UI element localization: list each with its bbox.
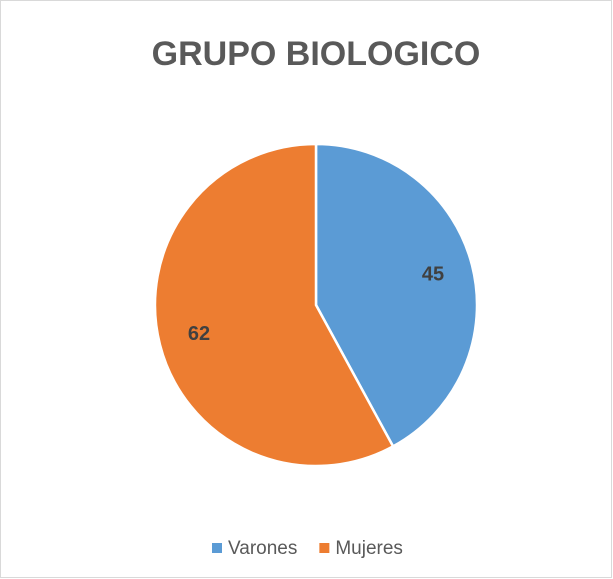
legend-label: Varones: [228, 538, 297, 559]
data-label: 62: [188, 323, 210, 345]
legend-swatch: [319, 543, 330, 553]
pie-slice: [153, 142, 395, 468]
legend-swatch: [212, 543, 222, 553]
data-label: 45: [422, 263, 444, 285]
legend-label: Mujeres: [335, 538, 403, 559]
chart-title: GRUPO BIOLOGICO: [152, 35, 481, 73]
pie-slice: [314, 142, 479, 449]
